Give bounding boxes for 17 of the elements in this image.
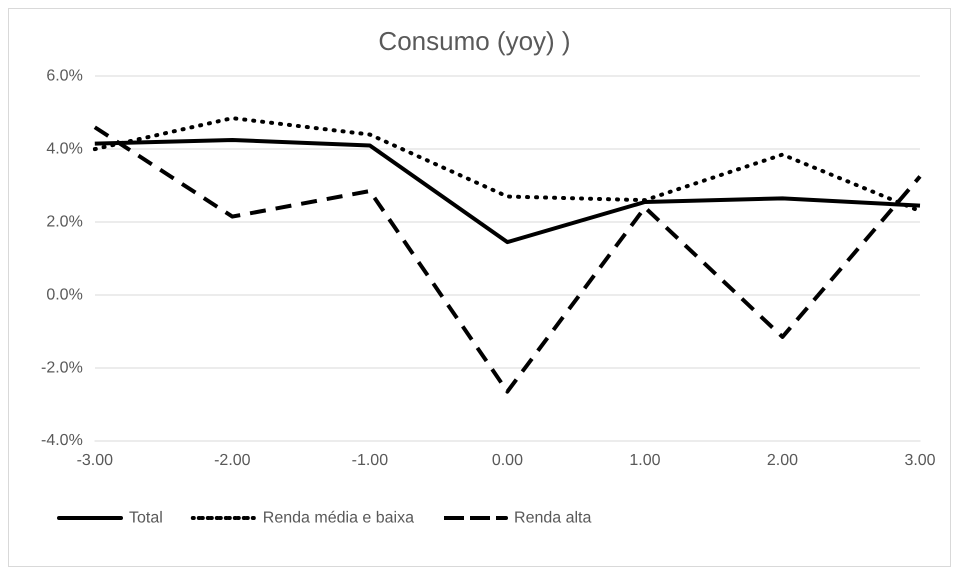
x-tick-label: 3.00 <box>904 452 936 469</box>
y-tick-label: -2.0% <box>41 359 83 376</box>
legend-label: Renda média e baixa <box>262 509 414 526</box>
x-tick-label: 2.00 <box>766 452 798 469</box>
x-tick-label: -2.00 <box>214 452 251 469</box>
x-tick-label: 0.00 <box>492 452 524 469</box>
x-tick-label: 1.00 <box>629 452 661 469</box>
y-tick-label: -4.0% <box>41 432 83 450</box>
x-tick-label: -3.00 <box>76 452 114 469</box>
legend-label: Total <box>129 509 163 526</box>
y-tick-label: 4.0% <box>46 140 83 158</box>
chart-title: Consumo (yoy) ) <box>378 26 571 56</box>
y-tick-label: 6.0% <box>46 68 83 85</box>
y-tick-label: 0.0% <box>46 286 83 304</box>
legend-label: Renda alta <box>514 509 592 526</box>
y-tick-label: 2.0% <box>46 213 83 230</box>
x-tick-label: -1.00 <box>352 452 388 469</box>
